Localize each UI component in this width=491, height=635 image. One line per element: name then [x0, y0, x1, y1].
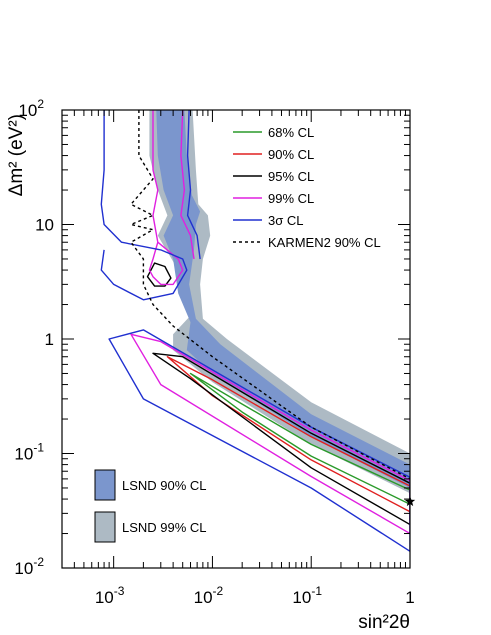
x-tick-label: 10-1 [292, 584, 322, 607]
series-3sigma-cl [100, 110, 188, 301]
legend-label-68-cl: 68% CL [268, 125, 314, 140]
y-tick-label: 10-2 [14, 555, 44, 578]
y-tick-label: 102 [18, 97, 44, 120]
series-95-cl-left-contour [146, 262, 172, 287]
y-axis-title: Δm² (eV²) [6, 114, 27, 196]
y-tick-label: 10 [35, 216, 54, 235]
series-99-cl [148, 110, 184, 286]
band-legend-label-lsnd-99-cl: LSND 99% CL [122, 520, 207, 535]
series-karmen2-90-cl [130, 110, 410, 480]
contour-curves [100, 110, 410, 552]
x-tick-label: 1 [405, 588, 414, 607]
series-68-cl [189, 372, 410, 505]
legend-label-90-cl: 90% CL [268, 147, 314, 162]
x-axis-title: sin²2θ [358, 612, 410, 633]
x-tick-label: 10-3 [95, 584, 125, 607]
legend-label-99-cl: 99% CL [268, 191, 314, 206]
y-tick-label: 1 [45, 330, 54, 349]
x-tick-label: 10-2 [194, 584, 224, 607]
band-legend-swatch-lsnd-99-cl [94, 511, 116, 543]
series-95-cl [152, 352, 410, 526]
legend-label-95-cl: 95% CL [268, 169, 314, 184]
band-legend-label-lsnd-90-cl: LSND 90% CL [122, 478, 207, 493]
band-legend-swatch-lsnd-90-cl [94, 469, 116, 501]
band-legend: LSND 90% CL LSND 99% CL [94, 469, 207, 543]
series-3sigma-cl-lower-lobe [108, 329, 410, 552]
axes: 10-3 10-2 10-1 1 10-2 10-1 1 10 102 sin²2θ Δm² (eV… [6, 97, 415, 633]
best-fit-marker [404, 496, 416, 507]
best-fit-star [404, 496, 416, 507]
series-3sigma-cl-upper-branch [186, 110, 201, 260]
legend-label-karmen2-90-cl: KARMEN2 90% CL [268, 235, 381, 250]
legend-label-3sigma-cl: 3σ CL [268, 213, 303, 228]
series-99-cl-upper-branch [180, 110, 195, 260]
y-tick-label: 10-1 [14, 441, 44, 464]
series-99-cl-lower-lobe [130, 333, 410, 535]
legend: 68% CL 90% CL 95% CL 99% CL 3σ CL KARMEN2 90%… [233, 125, 381, 250]
